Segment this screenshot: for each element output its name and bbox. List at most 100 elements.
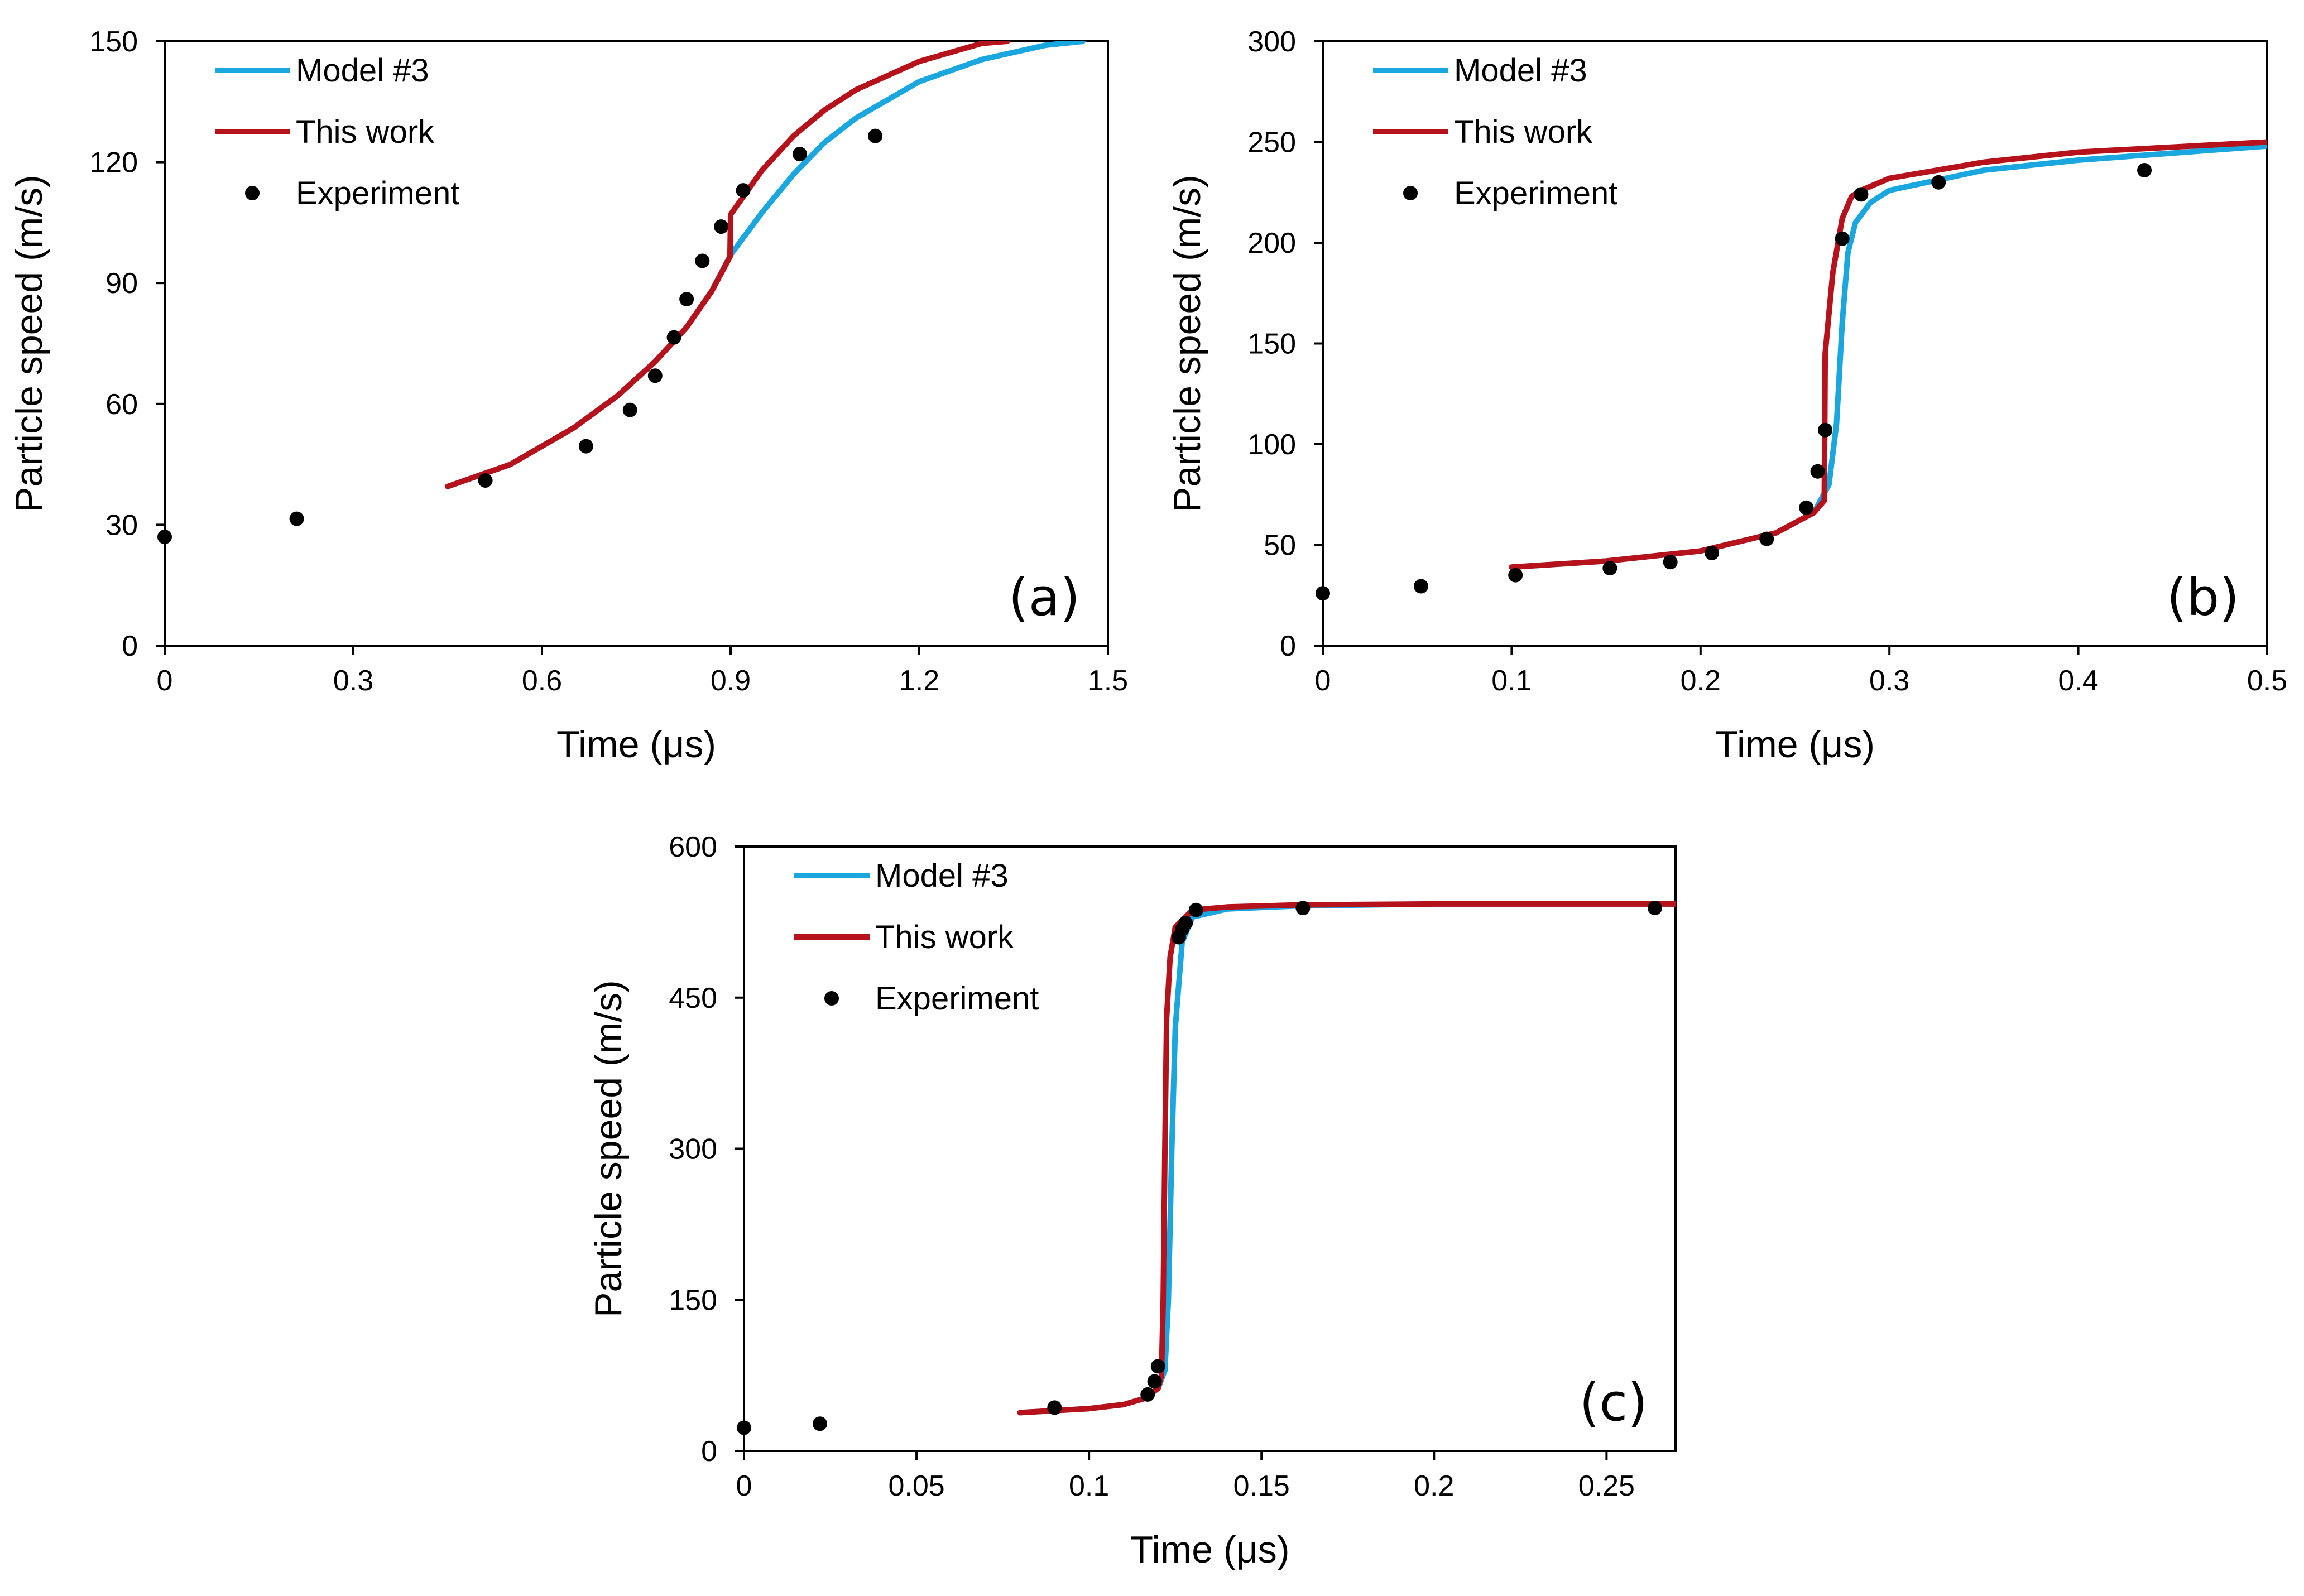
x-tick-label: 0.9 xyxy=(711,665,751,697)
experiment-point xyxy=(812,1416,827,1431)
legend-label: Experiment xyxy=(1454,175,1617,211)
experiment-point xyxy=(1931,175,1946,190)
legend-label: Model #3 xyxy=(296,52,429,89)
series-group xyxy=(1017,901,1676,1416)
x-tick-label: 0.3 xyxy=(1869,665,1909,697)
y-tick-label: 120 xyxy=(89,147,138,179)
legend: Model #3 This work Experiment xyxy=(215,52,459,211)
legend-label: Experiment xyxy=(296,175,459,211)
legend-swatch-marker xyxy=(1403,186,1418,200)
experiment-point xyxy=(1602,561,1617,576)
x-tick-label: 0.3 xyxy=(333,665,373,697)
experiment-point xyxy=(737,1420,751,1435)
x-tick-label: 0 xyxy=(1315,665,1331,697)
series-model-3-line xyxy=(1017,901,1676,1416)
y-tick-label: 0 xyxy=(122,630,138,662)
experiment-point xyxy=(1663,555,1678,570)
series-this-work-line xyxy=(445,41,1010,489)
x-tick-label: 1.5 xyxy=(1088,665,1128,697)
experiment-point xyxy=(736,183,751,198)
y-tick-label: 250 xyxy=(1247,127,1296,159)
y-tick-label: 50 xyxy=(1264,530,1296,562)
legend-label: Experiment xyxy=(875,980,1039,1017)
experiment-point xyxy=(578,439,593,454)
y-axis-title: Particle speed (m/s) xyxy=(8,175,50,512)
y-tick-label: 100 xyxy=(1247,429,1296,461)
y-tick-label: 600 xyxy=(669,831,717,863)
y-tick-label: 30 xyxy=(105,509,138,541)
experiment-point xyxy=(1178,916,1193,931)
legend-label: This work xyxy=(875,919,1014,955)
y-tick-label: 150 xyxy=(1247,328,1296,360)
x-tick-label: 0.4 xyxy=(2058,665,2098,697)
y-tick-label: 300 xyxy=(669,1133,717,1166)
x-tick-label: 0.2 xyxy=(1681,665,1721,697)
y-tick-label: 200 xyxy=(1247,227,1296,259)
experiment-point xyxy=(1188,902,1203,917)
legend-label: Model #3 xyxy=(1454,52,1587,89)
experiment-point xyxy=(714,219,729,234)
x-tick-label: 1.2 xyxy=(899,665,939,697)
experiment-point xyxy=(622,402,637,417)
series-group xyxy=(1509,139,2267,570)
legend-swatch-marker xyxy=(824,991,839,1006)
experiment-point xyxy=(478,473,493,488)
experiment-point xyxy=(1759,531,1774,546)
series-group xyxy=(445,41,1086,489)
experiment-point xyxy=(1147,1374,1162,1389)
experiment-point xyxy=(1047,1400,1062,1415)
experiment-point xyxy=(1140,1387,1155,1402)
series-this-work-line xyxy=(1509,139,2267,570)
x-tick-label: 0 xyxy=(157,665,173,697)
plot-frame xyxy=(164,40,1109,647)
experiment-point xyxy=(1818,422,1833,438)
experiment-point xyxy=(1508,568,1523,583)
x-axis-title: Time (μs) xyxy=(1130,1528,1290,1571)
panel-label: (b) xyxy=(2167,568,2239,627)
experiment-point xyxy=(647,368,663,383)
y-tick-label: 450 xyxy=(669,982,717,1015)
y-axis-title: Particle speed (m/s) xyxy=(1166,175,1208,512)
panel-label: (c) xyxy=(1580,1373,1648,1432)
experiment-point xyxy=(695,253,710,268)
panel-label: (a) xyxy=(1009,568,1080,627)
series-model-3-line xyxy=(1509,143,2267,570)
legend: Model #3 This work Experiment xyxy=(794,858,1039,1017)
x-axis-title: Time (μs) xyxy=(556,723,716,766)
experiment-point xyxy=(679,292,694,307)
legend-label: This work xyxy=(296,114,435,150)
x-tick-label: 0.15 xyxy=(1233,1470,1290,1502)
series-model-3-line xyxy=(445,41,1086,489)
x-tick-label: 0.05 xyxy=(888,1470,944,1502)
y-tick-label: 300 xyxy=(1247,26,1296,58)
experiment-point xyxy=(1150,1359,1165,1374)
chart-panel-c: 0 0.05 0.1 0.15 0.2 0.25 0 150 300 450 600 Time (μs… xyxy=(587,831,1677,1571)
x-axis-title: Time (μs) xyxy=(1715,723,1875,766)
series-this-work-line xyxy=(1017,901,1676,1416)
legend: Model #3 This work Experiment xyxy=(1373,52,1617,211)
x-tick-label: 0.6 xyxy=(522,665,562,697)
experiment-point xyxy=(157,530,172,545)
y-tick-label: 0 xyxy=(701,1435,717,1468)
legend-swatch-marker xyxy=(245,186,260,200)
legend-label: This work xyxy=(1454,114,1593,150)
x-tick-label: 0.5 xyxy=(2247,665,2287,697)
experiment-point xyxy=(2137,163,2152,178)
x-tick-label: 0.2 xyxy=(1414,1470,1454,1502)
experiment-point xyxy=(289,511,304,526)
experiment-point xyxy=(1854,187,1869,202)
y-tick-label: 60 xyxy=(105,388,138,421)
experiment-point xyxy=(792,147,807,162)
chart-panel-a: 0 0.3 0.6 0.9 1.2 1.5 0 30 60 90 120 150 Time (μs) Pa… xyxy=(8,26,1128,766)
y-tick-label: 0 xyxy=(1280,630,1296,662)
x-tick-label: 0 xyxy=(736,1470,752,1502)
x-tick-label: 0.1 xyxy=(1069,1470,1109,1502)
y-tick-label: 150 xyxy=(669,1284,717,1316)
y-tick-label: 150 xyxy=(89,26,138,58)
experiment-point xyxy=(1647,901,1662,916)
experiment-point xyxy=(1799,500,1814,515)
experiment-point xyxy=(1705,545,1720,560)
experiment-point xyxy=(666,330,681,345)
x-tick-label: 0.25 xyxy=(1578,1470,1635,1502)
